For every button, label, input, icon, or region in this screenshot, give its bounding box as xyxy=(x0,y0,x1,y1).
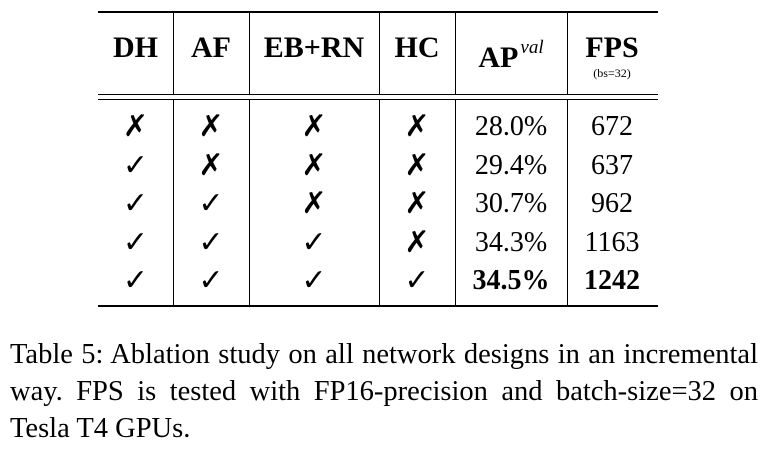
column-separator xyxy=(379,100,381,305)
column-separator xyxy=(249,13,251,94)
cell-ebrn: ✓ xyxy=(301,224,327,260)
cell-hc: ✗ xyxy=(404,224,430,260)
cell-af: ✓ xyxy=(198,263,224,298)
header-rule-upper xyxy=(98,94,658,96)
cell-fps: 962 xyxy=(591,188,633,219)
cell-ebrn: ✓ xyxy=(301,263,327,298)
header-hc: HC xyxy=(394,31,440,64)
header-af: AF xyxy=(191,31,231,64)
cell-ap: 30.7% xyxy=(474,188,548,219)
cell-af: ✓ xyxy=(198,186,224,221)
header-dh: DH xyxy=(113,31,158,64)
cell-hc: ✗ xyxy=(404,186,430,221)
column-separator xyxy=(173,100,175,305)
cell-dh: ✓ xyxy=(122,224,149,260)
cell-fps: 672 xyxy=(591,111,633,142)
header-ap-val: AP val xyxy=(455,30,567,76)
cell-dh: ✓ xyxy=(122,147,149,183)
cell-fps: 1242 xyxy=(584,265,640,296)
cell-ap: 29.4% xyxy=(474,149,548,181)
cell-af: ✓ xyxy=(198,224,224,260)
cell-hc: ✗ xyxy=(404,147,430,183)
cell-dh: ✗ xyxy=(122,109,149,144)
header-rule-lower xyxy=(98,99,658,101)
header-eb-rn: EB+RN xyxy=(263,31,365,64)
cell-ebrn: ✗ xyxy=(301,109,327,144)
cell-ebrn: ✗ xyxy=(301,186,327,221)
column-separator xyxy=(567,100,569,305)
top-rule xyxy=(98,11,658,13)
cell-af: ✗ xyxy=(198,109,224,144)
cell-ebrn: ✗ xyxy=(301,147,327,183)
cell-dh: ✓ xyxy=(122,186,149,221)
cell-af: ✗ xyxy=(198,147,224,183)
cell-ap: 34.3% xyxy=(474,226,548,258)
column-separator xyxy=(567,13,569,94)
cell-ap: 28.0% xyxy=(474,111,548,142)
column-separator xyxy=(379,13,381,94)
column-separator xyxy=(173,13,175,94)
cell-hc: ✓ xyxy=(404,263,430,298)
cell-fps: 1163 xyxy=(584,226,640,258)
bottom-rule xyxy=(98,305,658,307)
header-ap-superscript: val xyxy=(520,37,544,58)
cell-hc: ✗ xyxy=(404,109,430,144)
table-caption: Table 5: Ablation study on all network d… xyxy=(10,339,758,444)
header-ap-label: AP xyxy=(478,41,519,74)
cell-dh: ✓ xyxy=(122,263,149,298)
header-fps-batch-size: (bs=32) xyxy=(593,66,631,80)
cell-ap: 34.5% xyxy=(472,265,550,296)
cell-fps: 637 xyxy=(591,149,633,181)
header-fps: FPS xyxy=(585,31,639,64)
column-separator xyxy=(455,100,457,305)
column-separator xyxy=(249,100,251,305)
column-separator xyxy=(455,13,457,94)
